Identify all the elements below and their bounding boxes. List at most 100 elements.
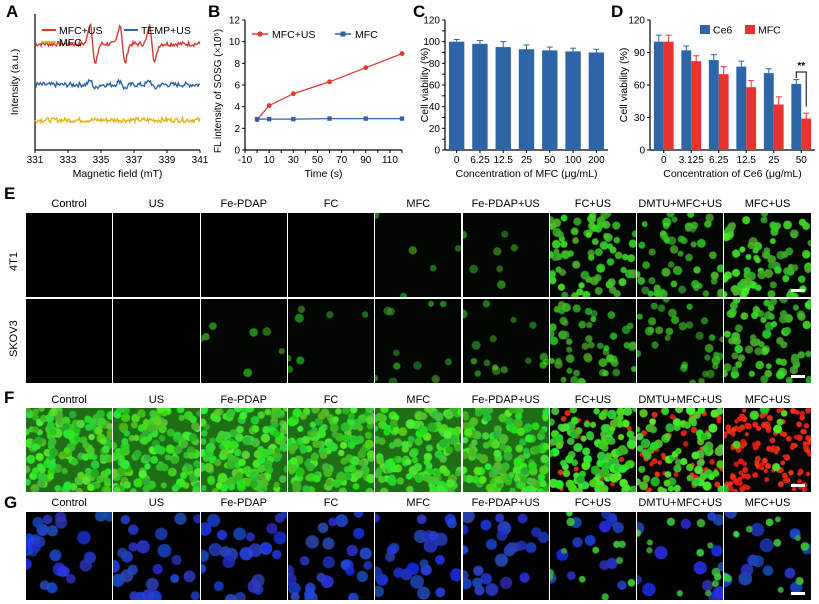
b-x-tick-label: 30: [288, 155, 300, 166]
c-bar-mfc: [588, 52, 605, 150]
e-image-tile: [200, 213, 287, 297]
panel-letter-d: D: [611, 2, 624, 21]
a-x-tick-label: 331: [27, 155, 44, 166]
f-image-tile: [375, 408, 462, 492]
b-point-mfc: [399, 116, 405, 121]
e-column-label: Control: [51, 198, 87, 210]
g-image-tile: [375, 512, 462, 600]
b-point-mfc: [291, 116, 296, 122]
d-y-tick-label: 60: [634, 81, 646, 92]
d-x-axis-label: Concentration of Ce6 (μg/mL): [663, 168, 802, 180]
g-column-label: MFC+US: [744, 497, 791, 509]
d-legend-label: MFC: [758, 25, 781, 37]
b-point-mfc: [363, 116, 368, 121]
e-image-tile: [26, 213, 113, 297]
d-bar-ce6: [763, 73, 774, 150]
g-column-label: Fe-PDAP+US: [471, 497, 540, 509]
d-bar-ce6: [708, 60, 719, 151]
f-column-label: DMTU+MFC+US: [638, 394, 723, 406]
c-x-axis-label: Concentration of MFC (μg/mL): [455, 168, 597, 180]
b-point-mfc-plus-us: [266, 103, 272, 108]
a-x-tick-label: 339: [159, 155, 176, 166]
c-y-tick-label: 60: [429, 81, 441, 92]
f-image-tile: [287, 408, 375, 492]
c-bar-mfc: [565, 51, 581, 150]
b-y-axis-label: FL intensity of SOSG (×10⁵): [213, 29, 224, 153]
b-legend-marker: [257, 31, 263, 37]
e-column-label: US: [148, 198, 165, 210]
g-image-tile: [549, 512, 637, 600]
b-point-mfc: [327, 116, 332, 121]
d-bar-mfc: [746, 87, 757, 150]
e-column-label: DMTU+MFC+US: [638, 198, 723, 210]
b-x-tick-label: 90: [360, 155, 372, 166]
scale-bar: [790, 375, 805, 378]
d-bar-mfc: [718, 74, 729, 150]
b-point-mfc-plus-us: [399, 51, 405, 56]
f-column-label: Control: [51, 394, 87, 406]
b-point-mfc: [254, 116, 260, 122]
e-row-label: SKOV3: [8, 320, 20, 357]
e-column-label: FC+US: [574, 198, 612, 210]
g-column-label: DMTU+MFC+US: [638, 497, 723, 509]
f-column-label: MFC+US: [744, 394, 791, 406]
d-legend-swatch: [745, 25, 755, 34]
d-x-tick-label: 3.125: [679, 155, 704, 166]
d-y-tick-label: 120: [628, 16, 645, 27]
b-y-tick-label: 6: [234, 81, 240, 92]
e-image-tile: [549, 299, 637, 383]
panel-letter-a: A: [6, 2, 19, 21]
g-image-tile: [26, 512, 113, 600]
c-x-tick-label: 100: [565, 155, 582, 166]
d-bar-ce6: [791, 83, 802, 150]
e-image-tile: [113, 213, 200, 297]
c-y-tick-label: 120: [423, 16, 440, 27]
b-x-tick-label: 70: [336, 155, 348, 166]
g-image-tile: [462, 512, 549, 600]
c-bar-mfc: [542, 50, 558, 151]
e-image-tile: [287, 213, 375, 297]
d-significance-bracket: [795, 71, 807, 107]
c-y-tick-label: 80: [429, 59, 441, 70]
g-column-label: Control: [51, 497, 87, 509]
b-y-tick-label: 0: [234, 146, 240, 157]
c-x-tick-label: 12.5: [493, 155, 513, 166]
d-bar-mfc: [663, 41, 674, 150]
e-image-tile: [287, 299, 375, 383]
e-image-tile: [462, 299, 549, 383]
b-legend-label: MFC: [355, 29, 378, 41]
g-column-label: FC: [323, 497, 339, 509]
f-column-label: MFC: [406, 394, 431, 406]
b-y-tick-label: 12: [229, 16, 241, 27]
b-x-tick-label: 50: [312, 155, 324, 166]
d-bar-ce6: [736, 66, 747, 150]
c-bar-mfc: [472, 43, 488, 151]
d-bar-ce6: [653, 41, 664, 150]
g-column-label: FC+US: [574, 497, 612, 509]
d-x-tick-label: 12.5: [737, 155, 757, 166]
charts-canvas: 331 333 335 337 339 341 Magnetic field (mT) Int…: [9, 14, 815, 180]
c-bar-mfc: [495, 47, 511, 151]
c-x-tick-label: 25: [521, 155, 533, 166]
d-bar-mfc: [773, 104, 784, 150]
b-y-tick-label: 2: [234, 124, 240, 135]
f-column-label: FC: [323, 394, 339, 406]
b-series-line-mfc-plus-us: [256, 52, 403, 121]
e-image-tile: [200, 299, 287, 383]
scale-bar: [790, 289, 805, 292]
g-image-tile: [287, 512, 375, 600]
b-point-mfc-plus-us: [327, 79, 332, 85]
b-x-axis-label: Time (s): [304, 168, 342, 180]
f-image-tile: [724, 408, 811, 492]
d-y-axis-label: Cell viability (%): [618, 48, 630, 123]
a-x-tick-label: 333: [60, 155, 77, 166]
e-image-tile: [724, 299, 811, 383]
e-image-tile: [462, 213, 549, 297]
f-image-tile: [200, 408, 287, 492]
c-bar-mfc: [518, 49, 535, 150]
b-point-mfc: [266, 116, 272, 122]
e-image-tile: [549, 213, 637, 297]
e-image-tile: [724, 213, 811, 297]
b-x-tick-label: 110: [382, 155, 398, 166]
e-image-tile: [375, 213, 462, 297]
